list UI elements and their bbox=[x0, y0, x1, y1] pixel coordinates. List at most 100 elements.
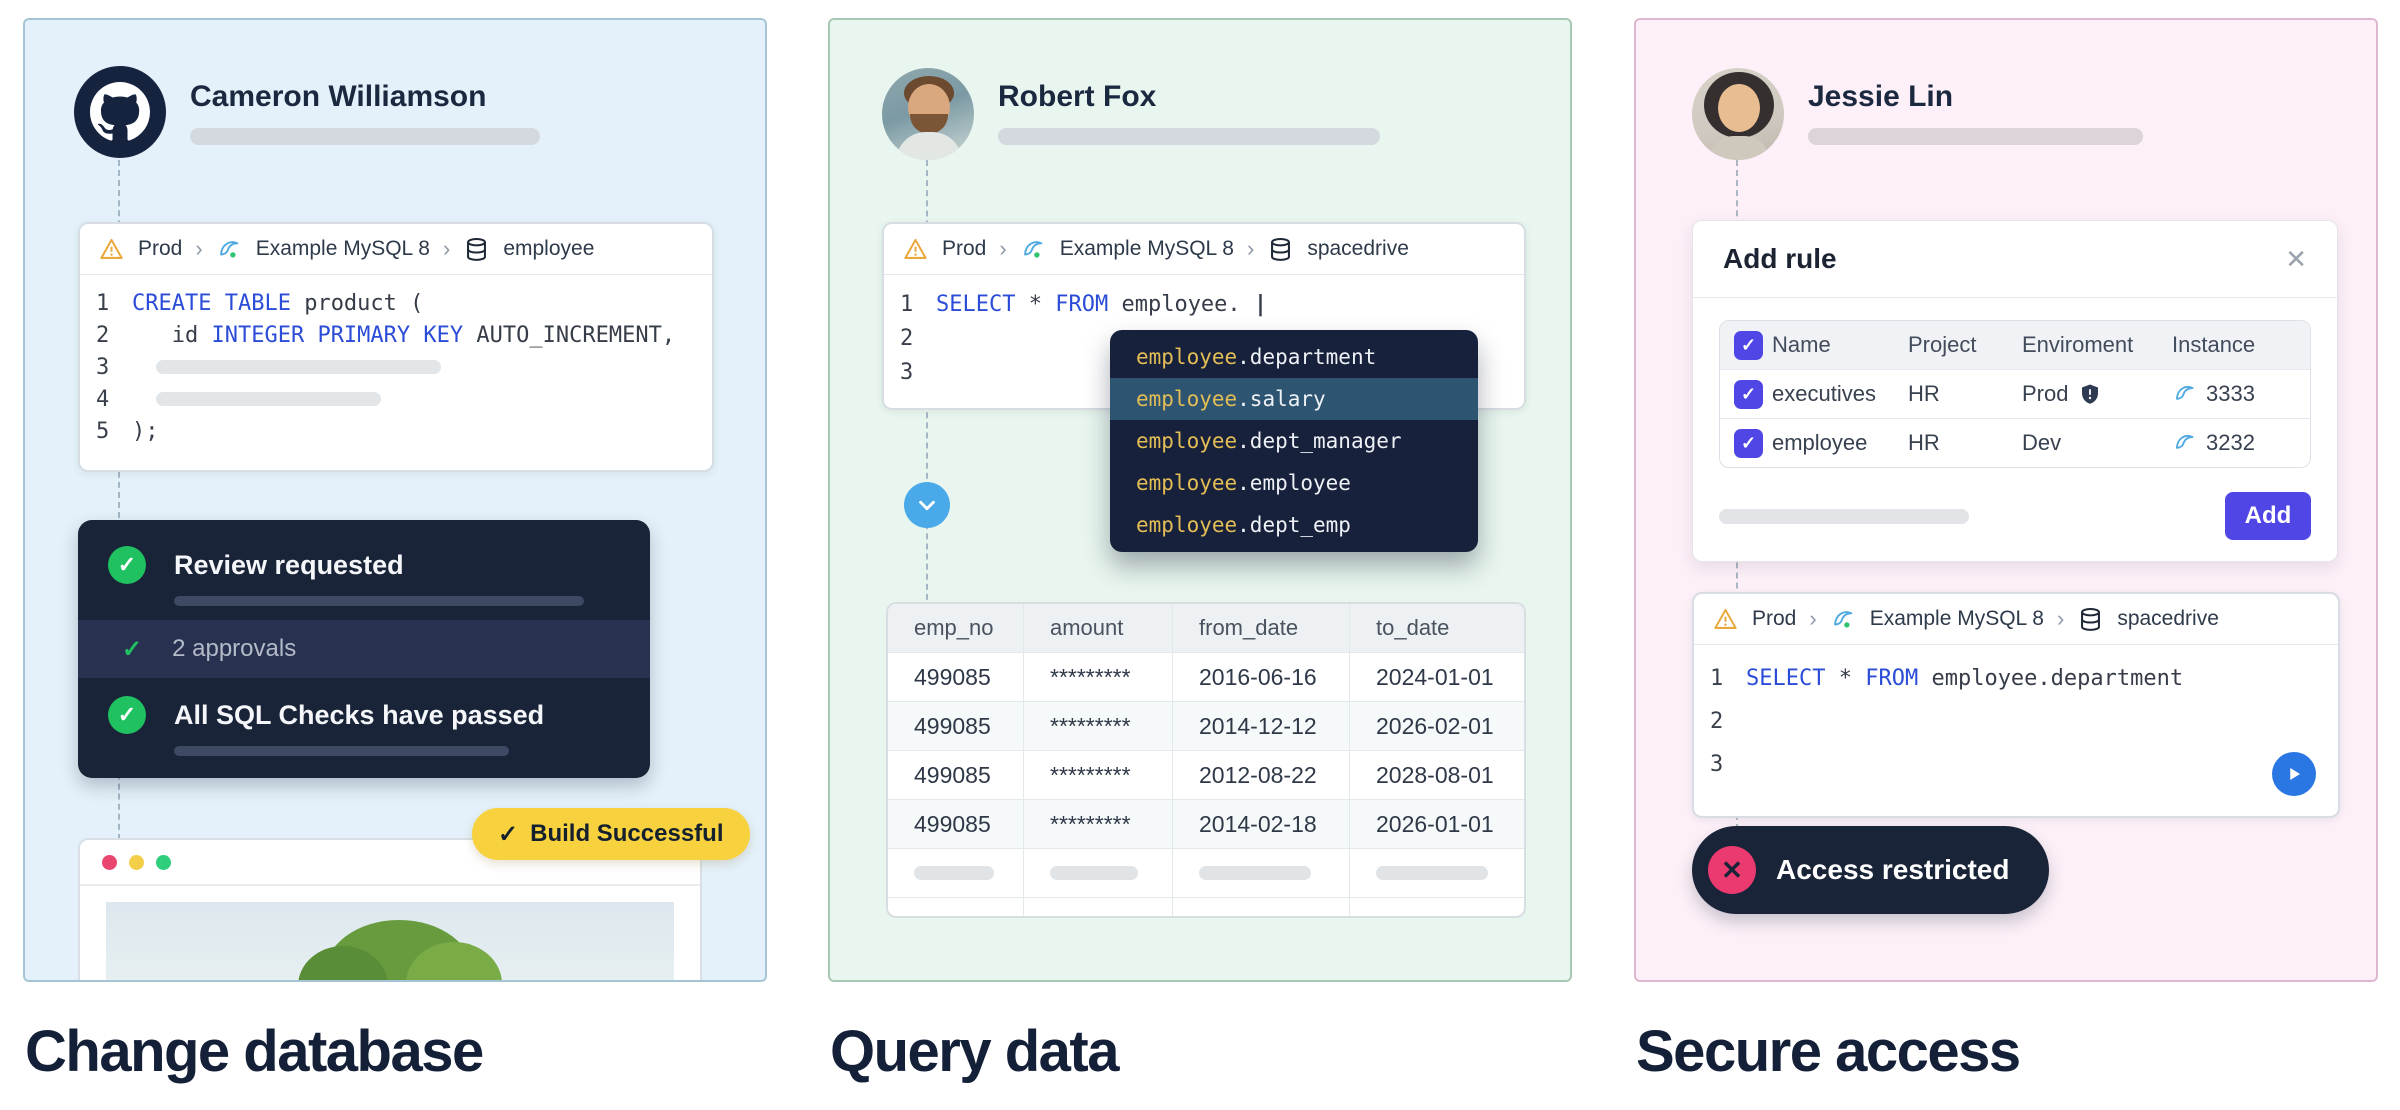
table-cell: 499085 bbox=[888, 653, 1024, 701]
close-icon[interactable]: ✕ bbox=[2285, 243, 2307, 274]
instance-port: 3333 bbox=[2206, 381, 2255, 406]
breadcrumb-connection[interactable]: Example MySQL 8 bbox=[1059, 237, 1234, 260]
code-line: 3 bbox=[900, 355, 1508, 389]
avatar-beard bbox=[910, 114, 948, 134]
row-checkbox[interactable]: ✓ bbox=[1734, 428, 1763, 458]
rule-project: HR bbox=[1908, 381, 1940, 406]
review-status-card: ✓ Review requested ✓ 2 approvals ✓ All S… bbox=[78, 520, 650, 778]
window-minimize-dot[interactable] bbox=[129, 854, 144, 870]
code-editor[interactable]: 1 CREATE TABLE product ( 2 id INTEGER PRI… bbox=[80, 275, 712, 459]
line-number: 3 bbox=[900, 359, 914, 385]
placeholder-bar bbox=[174, 596, 584, 606]
section-heading-query-data: Query data bbox=[830, 1019, 1120, 1084]
table-cell bbox=[1024, 898, 1173, 916]
shield-icon bbox=[2078, 382, 2102, 406]
window-close-dot[interactable] bbox=[102, 854, 117, 870]
table-row: 499085 ********* 2014-12-12 2026-02-01 bbox=[888, 702, 1524, 751]
rule-row: ✓ employee HR Dev 3232 bbox=[1720, 419, 2310, 467]
warning-triangle-icon bbox=[1712, 606, 1739, 633]
breadcrumb: Prod › Example MySQL 8 › spacedrive bbox=[884, 224, 1524, 275]
code-editor[interactable]: 1 SELECT * FROM employee.department 2 3 bbox=[1694, 645, 2338, 798]
autocomplete-item[interactable]: employee .dept_emp bbox=[1110, 504, 1478, 546]
table-cell: 2026-01-01 bbox=[1350, 800, 1524, 848]
autocomplete-dropdown: employee .department employee .salary empl… bbox=[1110, 330, 1478, 552]
code-editor[interactable]: 1 SELECT * FROM employee. | 2 3 bbox=[884, 275, 1524, 401]
code-line: 5); bbox=[96, 415, 696, 447]
rule-environment: Dev bbox=[2022, 430, 2172, 456]
breadcrumb-database[interactable]: spacedrive bbox=[1307, 237, 1409, 260]
column-name: .department bbox=[1237, 345, 1377, 369]
table-empty-row bbox=[888, 898, 1524, 916]
breadcrumb-database[interactable]: employee bbox=[503, 237, 595, 260]
autocomplete-item[interactable]: employee .department bbox=[1110, 336, 1478, 378]
breadcrumb-database[interactable]: spacedrive bbox=[2117, 607, 2219, 630]
code-line: 2 id INTEGER PRIMARY KEY AUTO_INCREMENT, bbox=[96, 319, 696, 351]
column-name: .salary bbox=[1237, 387, 1326, 411]
env-label: Dev bbox=[2022, 430, 2062, 455]
row-checkbox[interactable]: ✓ bbox=[1734, 379, 1763, 409]
instance-port: 3232 bbox=[2206, 430, 2255, 455]
line-number: 5 bbox=[96, 418, 110, 444]
sql-editor-card: Prod › Example MySQL 8 › employee 1 CREAT… bbox=[78, 222, 714, 472]
select-all-checkbox[interactable]: ✓ bbox=[1734, 330, 1763, 360]
add-rule-modal: Add rule ✕ ✓ Name Project Enviroment Ins… bbox=[1692, 220, 2338, 562]
mysql-dolphin-icon bbox=[2172, 430, 2198, 456]
sql-text: * bbox=[1015, 291, 1056, 317]
table-cell: 2026-02-01 bbox=[1350, 702, 1524, 750]
table-cell: 2028-08-01 bbox=[1376, 761, 1494, 788]
check-glyph: ✓ bbox=[1740, 383, 1757, 404]
column-header: emp_no bbox=[888, 604, 1024, 652]
table-cell: 2024-01-01 bbox=[1376, 663, 1494, 690]
modal-footer: Add bbox=[1693, 468, 2337, 564]
chevron-right-icon: › bbox=[2056, 606, 2065, 631]
sql-text: employee. bbox=[1108, 291, 1254, 317]
section-heading-change-database: Change database bbox=[25, 1019, 484, 1084]
window-maximize-dot[interactable] bbox=[156, 854, 171, 870]
line-number: 1 bbox=[1710, 666, 1724, 691]
breadcrumb-env[interactable]: Prod bbox=[1752, 607, 1797, 630]
chevron-down-icon bbox=[916, 494, 938, 516]
breadcrumb-env[interactable]: Prod bbox=[942, 237, 987, 260]
sql-text: id bbox=[132, 322, 212, 348]
placeholder-bar bbox=[156, 360, 441, 374]
autocomplete-item-selected[interactable]: employee .salary bbox=[1110, 378, 1478, 420]
modal-title: Add rule bbox=[1723, 243, 1837, 274]
sql-keyword: INTEGER PRIMARY KEY bbox=[211, 322, 464, 348]
panel-change-database: Cameron Williamson Prod › Example MySQL … bbox=[23, 18, 767, 982]
code-line: 2 bbox=[1710, 700, 2322, 743]
table-cell: ********* bbox=[1024, 702, 1173, 750]
env-label: Prod bbox=[2022, 381, 2069, 406]
rule-row: ✓ executives HR Prod 3333 bbox=[1720, 370, 2310, 419]
sql-keyword: SELECT bbox=[936, 291, 1016, 317]
autocomplete-item[interactable]: employee .dept_manager bbox=[1110, 420, 1478, 462]
run-query-button[interactable] bbox=[2272, 752, 2316, 796]
rule-name: employee bbox=[1772, 430, 1868, 455]
database-icon bbox=[1267, 236, 1294, 263]
breadcrumb-connection[interactable]: Example MySQL 8 bbox=[255, 237, 430, 260]
avatar-shoulders bbox=[896, 132, 962, 160]
table-cell: 2014-12-12 bbox=[1173, 702, 1350, 750]
sql-keyword: CREATE TABLE bbox=[132, 290, 291, 316]
chevron-right-icon: › bbox=[999, 236, 1007, 261]
sql-keyword: SELECT bbox=[1746, 666, 1826, 691]
code-line: 3 bbox=[1710, 743, 2322, 786]
column-name: .dept_emp bbox=[1237, 513, 1351, 537]
mysql-dolphin-icon bbox=[1830, 606, 1857, 633]
sql-text: * bbox=[1825, 666, 1866, 691]
scroll-down-button[interactable] bbox=[904, 482, 950, 528]
chevron-right-icon: › bbox=[442, 236, 451, 261]
check-circle-icon: ✓ bbox=[108, 696, 146, 734]
mysql-dolphin-icon bbox=[2172, 381, 2198, 407]
placeholder-bar bbox=[156, 392, 381, 406]
table-cell: 499085 bbox=[888, 800, 1024, 848]
add-button[interactable]: Add bbox=[2225, 492, 2311, 540]
table-cell bbox=[888, 898, 1024, 916]
autocomplete-item[interactable]: employee .employee bbox=[1110, 462, 1478, 504]
table-cell bbox=[888, 849, 1024, 897]
breadcrumb-env[interactable]: Prod bbox=[138, 237, 183, 260]
check-glyph: ✓ bbox=[1740, 334, 1757, 355]
line-number: 3 bbox=[1710, 752, 1724, 777]
build-status-badge: ✓ Build Successful bbox=[472, 808, 750, 860]
breadcrumb-connection[interactable]: Example MySQL 8 bbox=[1869, 607, 2044, 630]
access-restricted-label: Access restricted bbox=[1776, 854, 2010, 885]
